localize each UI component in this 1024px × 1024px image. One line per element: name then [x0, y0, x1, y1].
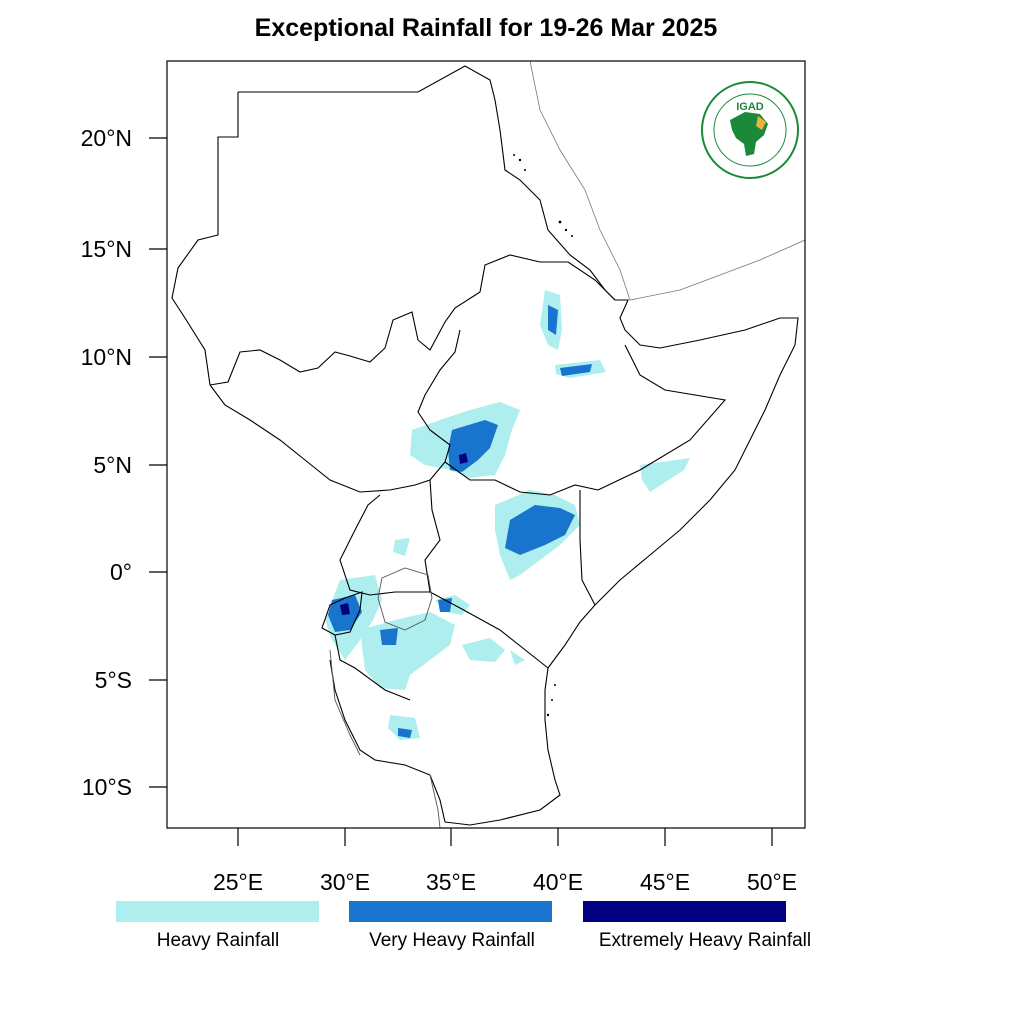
lon-tick-label: 30°E	[320, 869, 370, 895]
lon-tick-label: 45°E	[640, 869, 690, 895]
lon-tick-label: 25°E	[213, 869, 263, 895]
legend-label-heavy: Heavy Rainfall	[156, 930, 280, 951]
very-heavy-rainfall-areas	[328, 305, 592, 738]
lake-victoria	[377, 567, 433, 631]
legend-swatch-extremely-heavy	[583, 901, 786, 922]
lat-tick-label: 15°N	[81, 236, 132, 262]
lon-tick-label: 35°E	[426, 869, 476, 895]
legend-label-very-heavy: Very Heavy Rainfall	[369, 930, 535, 951]
map-title: Exceptional Rainfall for 19-26 Mar 2025	[254, 14, 718, 42]
lon-tick-label: 40°E	[533, 869, 583, 895]
lat-tick-label: 10°S	[82, 774, 132, 800]
lon-tick-label: 50°E	[747, 869, 797, 895]
map-content	[171, 61, 805, 828]
country-borders	[171, 65, 799, 826]
legend-label-extremely-heavy: Extremely Heavy Rainfall	[598, 930, 812, 951]
lat-tick-label: 5°S	[95, 667, 132, 693]
map-frame	[166, 60, 806, 829]
lat-tick-label: 5°N	[93, 452, 132, 478]
lat-tick-label: 20°N	[81, 125, 132, 151]
lat-tick-label: 0°	[110, 559, 132, 585]
igad-logo: IGAD	[700, 80, 800, 180]
heavy-rainfall-areas	[325, 290, 690, 740]
legend-swatch-heavy	[116, 901, 319, 922]
lat-tick-label: 10°N	[81, 344, 132, 370]
igad-logo-text: IGAD	[736, 101, 764, 113]
extremely-heavy-rainfall-areas	[340, 453, 468, 615]
legend-swatch-very-heavy	[349, 901, 552, 922]
